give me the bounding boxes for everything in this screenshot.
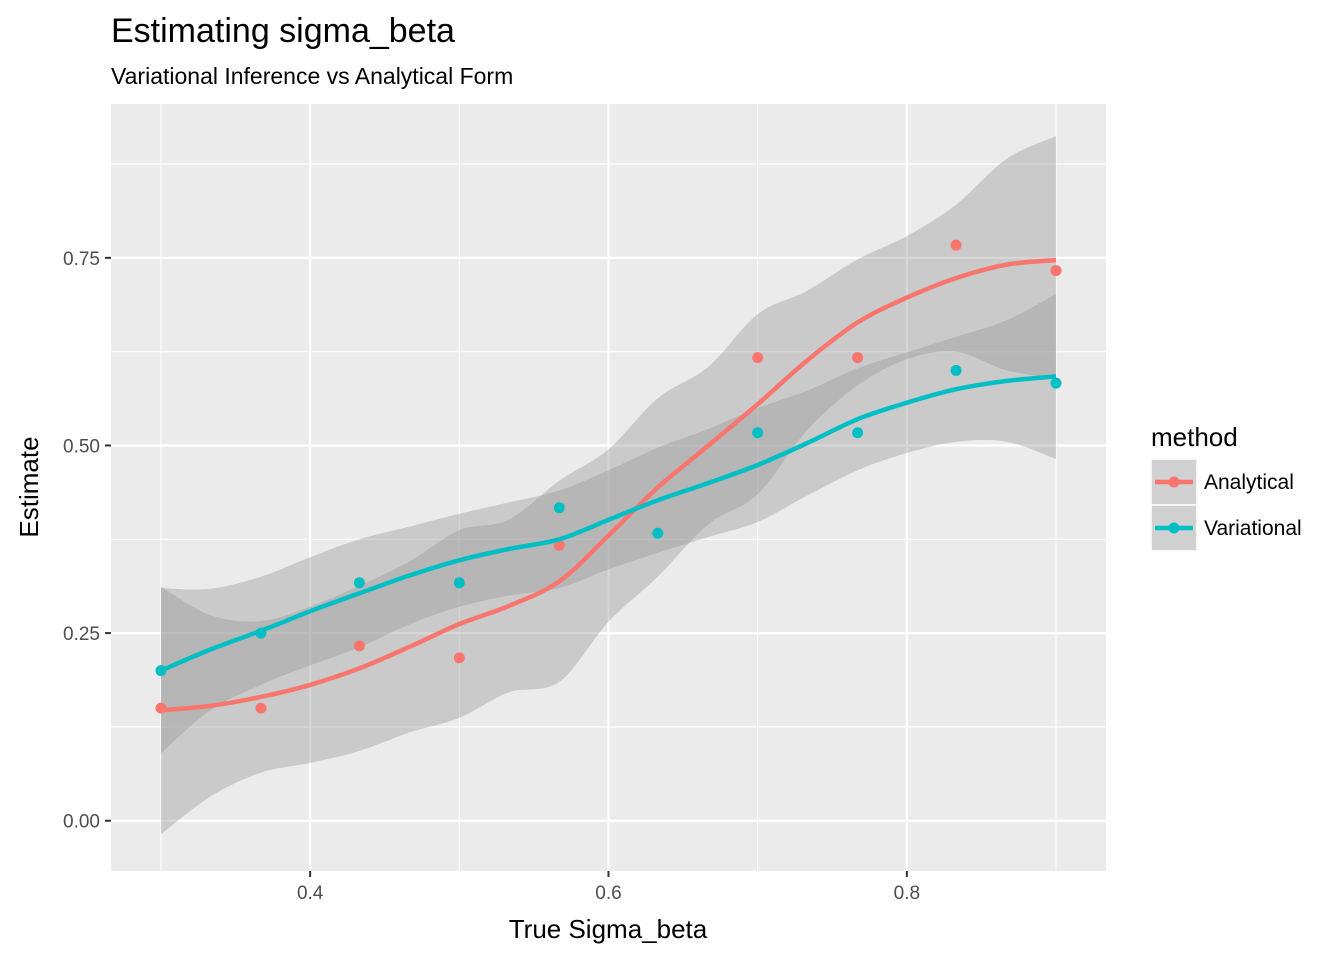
data-point-analytical [553, 539, 565, 551]
smooth-line-variational [160, 374, 1057, 673]
legend: method Analytical Variational [1150, 422, 1302, 552]
legend-dot-variational [1168, 522, 1180, 534]
data-point-variational [852, 427, 864, 439]
y-axis: 0.00 0.25 0.50 0.75 [63, 249, 111, 833]
data-point-analytical [353, 640, 365, 652]
smooth-lines [160, 257, 1057, 713]
data-point-variational [752, 427, 764, 439]
chart-title: Estimating sigma_beta [111, 12, 455, 50]
x-tick-label: 0.8 [894, 883, 920, 904]
data-point-variational [353, 577, 365, 589]
data-point-analytical [1050, 265, 1062, 277]
data-point-analytical [950, 239, 962, 251]
data-point-variational [453, 577, 465, 589]
y-tick-label: 0.50 [63, 436, 100, 457]
chart-subtitle: Variational Inference vs Analytical Form [111, 63, 513, 89]
x-tick-label: 0.6 [595, 883, 621, 904]
y-tick-label: 0.75 [63, 249, 100, 270]
x-axis-title: True Sigma_beta [509, 914, 708, 944]
y-axis-title: Estimate [14, 436, 44, 537]
x-tick-label: 0.4 [297, 883, 324, 904]
data-point-analytical [453, 652, 465, 664]
data-point-variational [553, 502, 565, 514]
legend-label-analytical: Analytical [1204, 471, 1294, 494]
data-point-variational [652, 527, 664, 539]
data-point-variational [1050, 377, 1062, 389]
ci-ribbon-variational [161, 293, 1056, 754]
y-tick-label: 0.25 [63, 624, 100, 645]
legend-dot-analytical [1168, 476, 1180, 488]
major-gridlines [111, 104, 1106, 871]
data-point-analytical [255, 702, 267, 714]
y-tick-label: 0.00 [63, 812, 100, 833]
smooth-line-analytical [160, 257, 1057, 713]
data-points [155, 239, 1062, 714]
data-point-variational [950, 364, 962, 376]
legend-label-variational: Variational [1204, 517, 1302, 540]
data-point-analytical [852, 352, 864, 364]
x-axis: 0.4 0.6 0.8 [297, 871, 920, 904]
data-point-analytical [752, 352, 764, 364]
legend-title: method [1151, 422, 1238, 452]
